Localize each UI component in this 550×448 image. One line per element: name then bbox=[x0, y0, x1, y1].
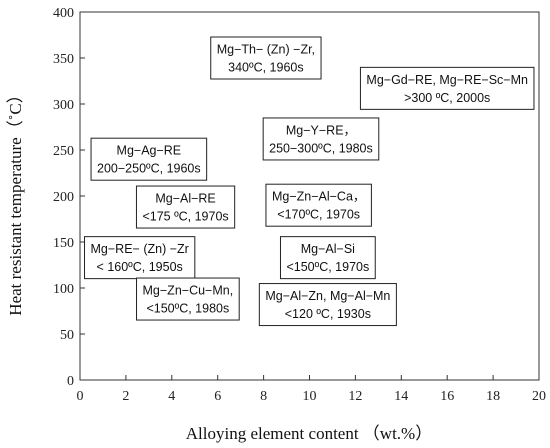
y-tick-label: 400 bbox=[53, 6, 74, 21]
annotation-box bbox=[262, 117, 380, 161]
annotation-line: <175 ºC, 1970s bbox=[142, 210, 228, 224]
y-axis-title: Heat resistant temperature（˚C） bbox=[6, 86, 25, 315]
annotation-line: 250−300ºC, 1980s bbox=[269, 141, 373, 155]
annotation-box bbox=[265, 183, 372, 227]
annotation-box bbox=[136, 277, 240, 321]
alloy-annotation: Mg−Gd−RE, Mg−RE−Sc−Mn >300 ºC, 2000s bbox=[359, 66, 535, 110]
annotation-line: < 160ºC, 1950s bbox=[97, 260, 183, 274]
alloy-annotation: Mg−Al−RE <175 ºC, 1970s bbox=[135, 185, 236, 229]
annotations: Mg−Th− (Zn) −Zr, 340ºC, 1960s Mg−Gd−RE, Mg… bbox=[84, 36, 535, 327]
alloy-annotation: Mg−Ag−RE 200−250ºC, 1960s bbox=[90, 137, 208, 181]
annotation-line: Mg−Th− (Zn) −Zr, bbox=[217, 43, 315, 57]
x-tick-label: 14 bbox=[394, 389, 408, 404]
annotation-line: Mg−RE− (Zn) −Zr bbox=[91, 242, 189, 256]
x-tick-label: 10 bbox=[303, 389, 317, 404]
annotation-line: Mg−Zn−Cu−Mn, bbox=[143, 284, 234, 298]
annotation-line: <150ºC, 1980s bbox=[146, 302, 229, 316]
axes: 0 2 4 6 8 10 12 14 16 18 2005010015020025030035040… bbox=[53, 6, 546, 404]
alloy-annotation: Mg−Al−Zn, Mg−Al−Mn <120 ºC, 1930s bbox=[258, 283, 397, 327]
alloy-annotation: Mg−Al−Si <150ºC, 1970s bbox=[279, 236, 376, 280]
alloy-annotation: Mg−RE− (Zn) −Zr < 160ºC, 1950s bbox=[84, 236, 196, 280]
x-tick-label: 20 bbox=[532, 389, 546, 404]
annotation-box bbox=[135, 185, 236, 229]
alloy-annotation: Mg−Y−RE， 250−300ºC, 1980s bbox=[262, 117, 380, 161]
annotation-line: <170ºC, 1970s bbox=[277, 208, 360, 222]
y-tick-label: 0 bbox=[67, 374, 74, 389]
annotation-line: <150ºC, 1970s bbox=[286, 260, 369, 274]
y-tick-label: 200 bbox=[53, 190, 74, 205]
y-tick-label: 250 bbox=[53, 144, 74, 159]
annotation-line: <120 ºC, 1930s bbox=[285, 307, 371, 321]
x-tick-label: 6 bbox=[214, 389, 221, 404]
annotation-box bbox=[359, 66, 535, 110]
annotation-line: Mg−Zn−Al−Ca， bbox=[272, 190, 365, 204]
annotation-line: 200−250ºC, 1960s bbox=[97, 162, 201, 176]
x-tick-label: 4 bbox=[168, 389, 175, 404]
y-tick-label: 150 bbox=[53, 236, 74, 251]
x-tick-label: 12 bbox=[348, 389, 362, 404]
y-tick-label: 50 bbox=[60, 328, 74, 343]
alloy-annotation: Mg−Zn−Al−Ca， <170ºC, 1970s bbox=[265, 183, 372, 227]
annotation-box bbox=[258, 283, 397, 327]
x-tick-label: 18 bbox=[486, 389, 500, 404]
x-tick-label: 0 bbox=[77, 389, 84, 404]
y-tick-label: 100 bbox=[53, 282, 74, 297]
alloy-annotation: Mg−Zn−Cu−Mn, <150ºC, 1980s bbox=[136, 277, 240, 321]
annotation-box bbox=[90, 137, 208, 181]
annotation-line: Mg−Al−Si bbox=[301, 242, 355, 256]
annotation-line: Mg−Y−RE， bbox=[286, 123, 356, 137]
alloy-annotation: Mg−Th− (Zn) −Zr, 340ºC, 1960s bbox=[210, 36, 322, 80]
x-tick-label: 2 bbox=[122, 389, 129, 404]
annotation-box bbox=[279, 236, 376, 280]
x-tick-label: 16 bbox=[440, 389, 454, 404]
y-tick-label: 350 bbox=[53, 52, 74, 67]
annotation-box bbox=[210, 36, 322, 80]
annotation-line: Mg−Ag−RE bbox=[117, 144, 182, 158]
x-tick-label: 8 bbox=[260, 389, 267, 404]
annotation-line: >300 ºC, 2000s bbox=[404, 91, 490, 105]
annotation-line: Mg−Al−RE bbox=[155, 192, 215, 206]
x-axis-title: Alloying element content （wt.%） bbox=[186, 424, 432, 443]
y-tick-label: 300 bbox=[53, 98, 74, 113]
annotation-line: Mg−Al−Zn, Mg−Al−Mn bbox=[265, 289, 390, 303]
annotation-line: Mg−Gd−RE, Mg−RE−Sc−Mn bbox=[366, 73, 528, 87]
annotation-line: 340ºC, 1960s bbox=[228, 61, 303, 75]
